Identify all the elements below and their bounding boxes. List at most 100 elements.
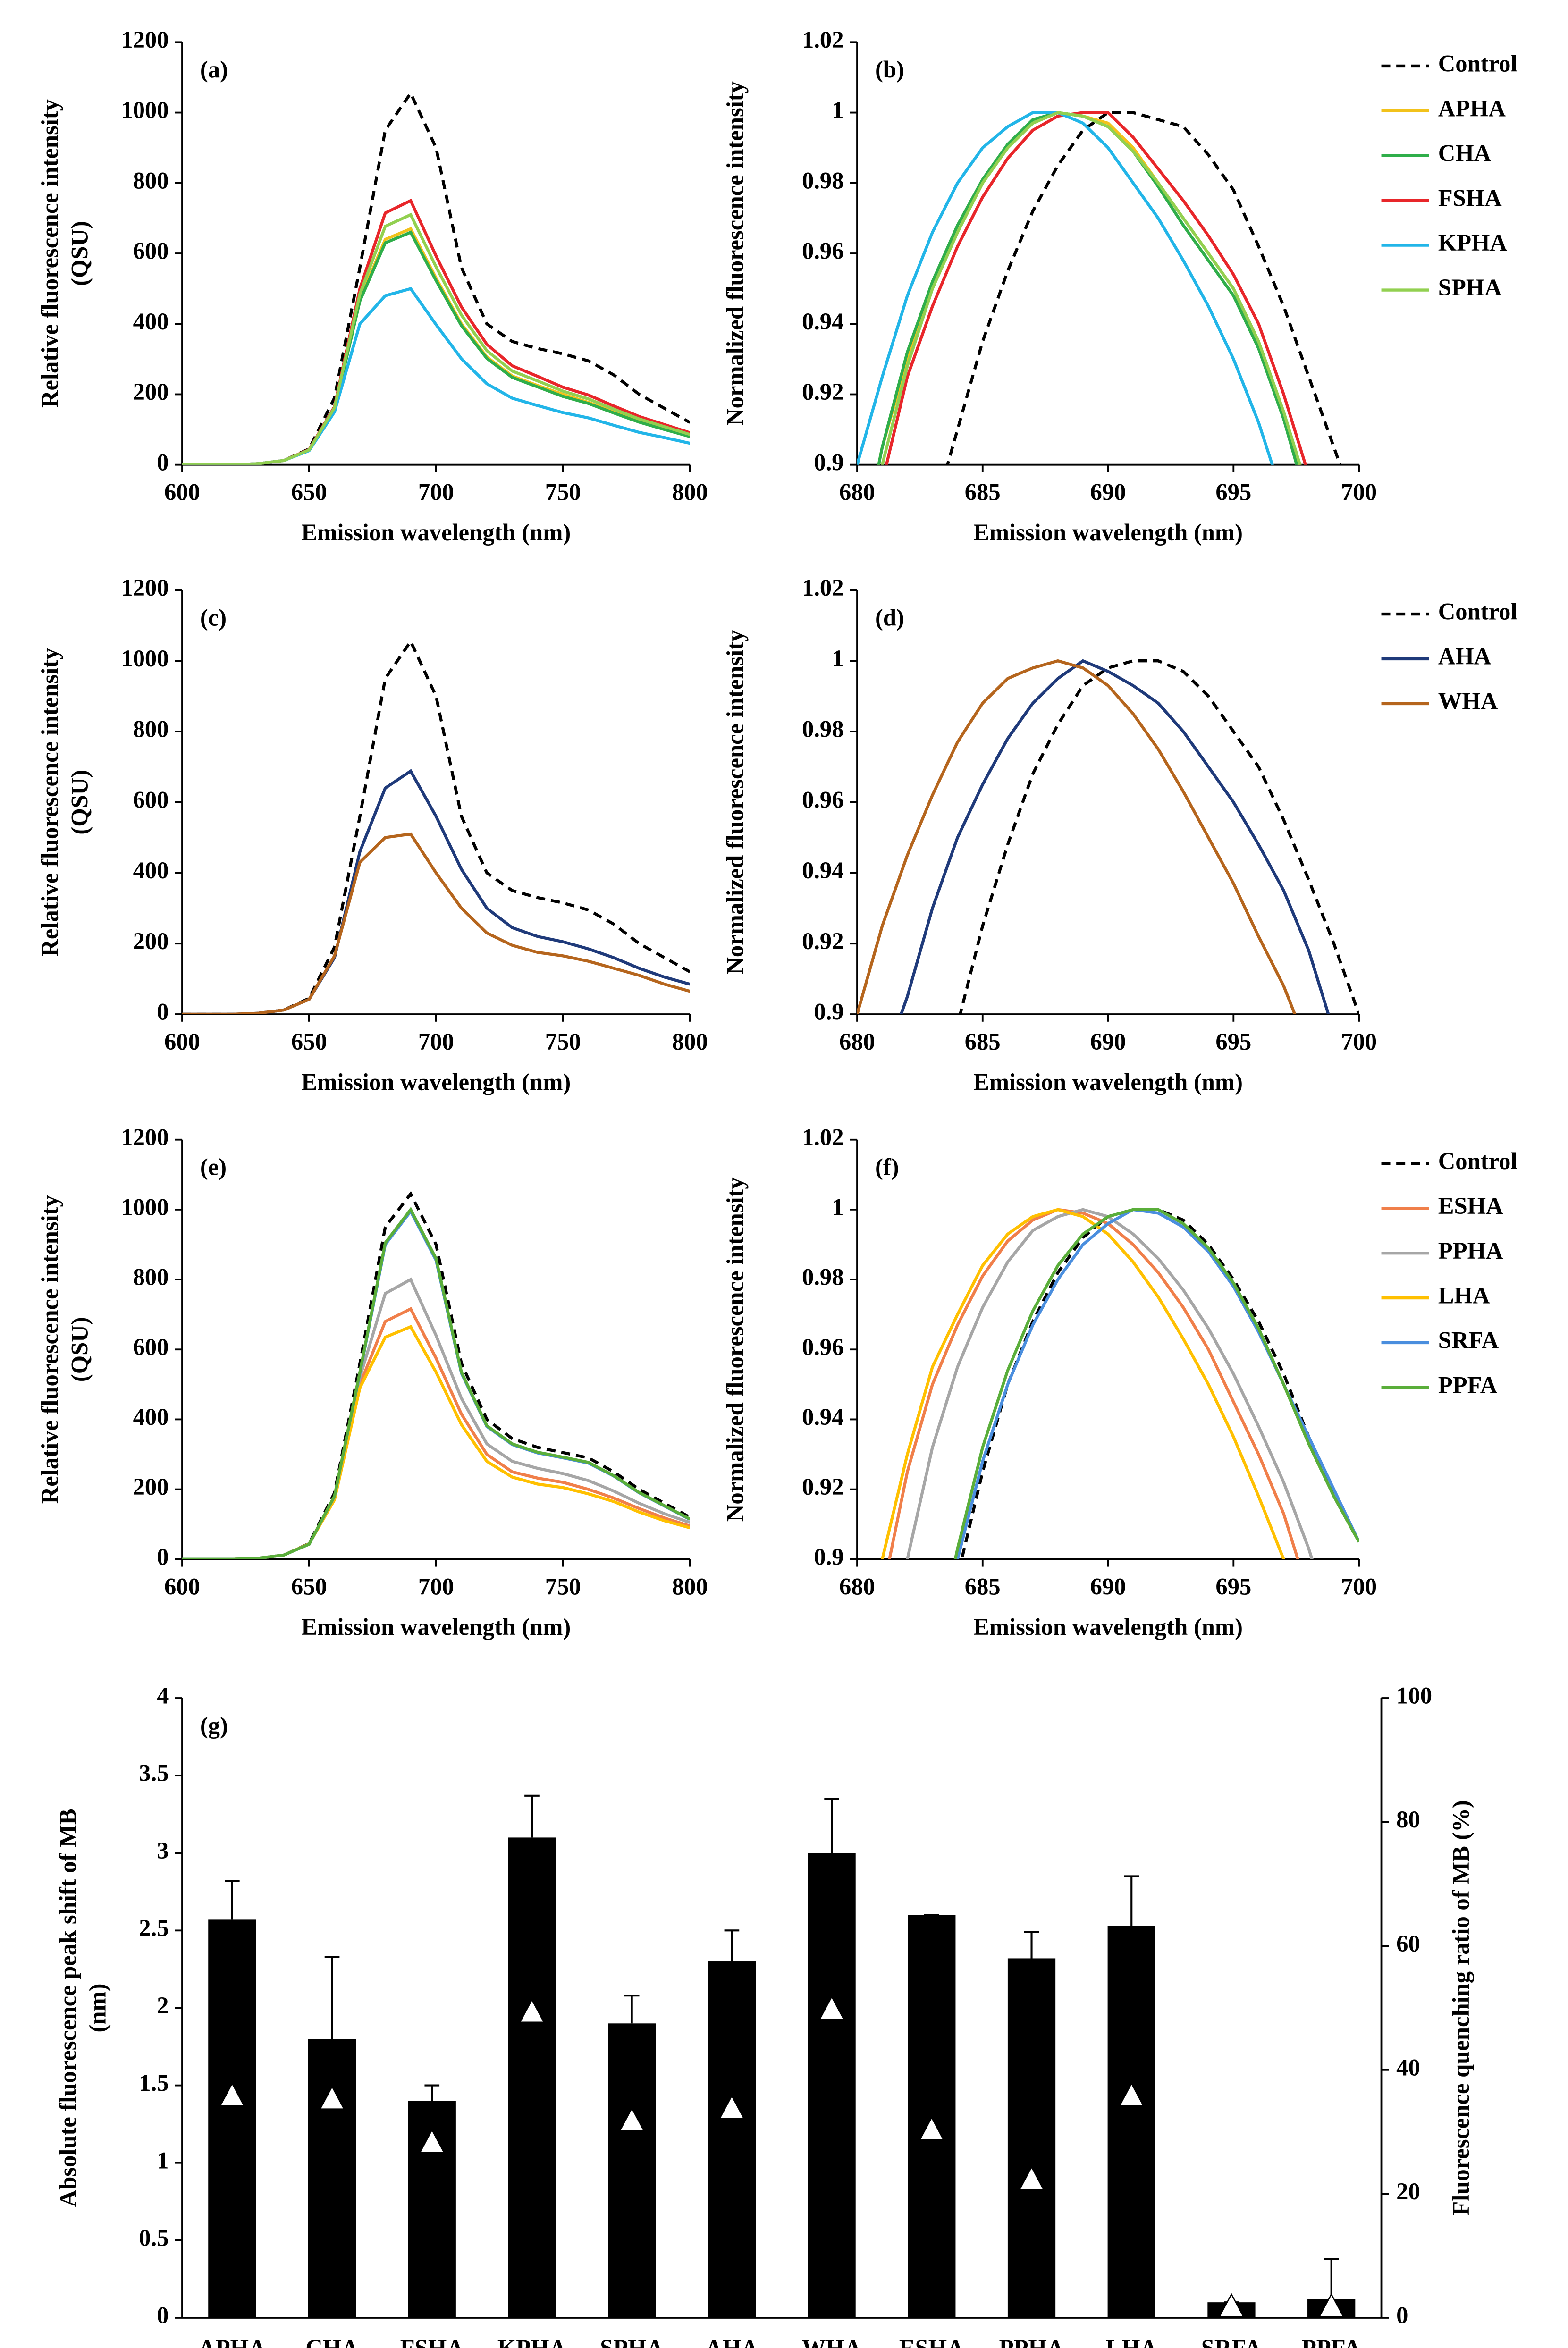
x-tick-label: 650 <box>291 1028 327 1055</box>
y-tick-label: 1 <box>832 97 843 123</box>
legend-label: Control <box>1438 1148 1517 1174</box>
series-line <box>885 111 1307 465</box>
y-tick-label: 400 <box>133 308 169 335</box>
legend-label: ESHA <box>1438 1193 1503 1219</box>
x-axis-label: Emission wavelength (nm) <box>973 1614 1243 1640</box>
error-bar <box>724 1929 740 1962</box>
x-tick-label: 695 <box>1215 1574 1251 1600</box>
error-bar <box>1324 2258 1339 2299</box>
y-tick-label: 0 <box>157 999 169 1025</box>
legend-label: SPHA <box>1438 274 1502 301</box>
y-tick-label: 0 <box>157 449 169 475</box>
y-tick-label: 0.92 <box>802 379 844 405</box>
y-tick-label: 1 <box>832 1194 843 1220</box>
x-tick-label: CHA <box>305 2335 359 2348</box>
y-axis-label: Normalized fluorescence intensity <box>722 1177 749 1522</box>
panel-label: (b) <box>875 56 904 83</box>
error-bar <box>524 1794 540 1838</box>
x-tick-label: 800 <box>672 479 708 505</box>
error-bar <box>624 1995 640 2024</box>
x-tick-label: 750 <box>545 1028 581 1055</box>
x-tick-label: SPHA <box>600 2335 664 2348</box>
y-tick-label: 0.9 <box>814 449 843 475</box>
x-tick-label: 690 <box>1090 1574 1126 1600</box>
triangle-marker <box>319 2085 345 2110</box>
y-tick-label: 0.9 <box>814 1543 843 1570</box>
x-tick-label: FSHA <box>400 2335 464 2348</box>
x-tick-label: 690 <box>1090 1028 1126 1055</box>
y-tick-label: 1200 <box>121 26 169 53</box>
y-tick-label: 0.98 <box>802 167 844 194</box>
x-tick-label: KPHA <box>497 2335 567 2348</box>
series-line <box>880 111 1302 465</box>
x-tick-label: 690 <box>1090 479 1126 505</box>
triangle-marker <box>519 1998 545 2023</box>
y2-tick-label: 0 <box>1396 2302 1408 2329</box>
error-bar <box>1124 1875 1139 1926</box>
x-axis-label: Emission wavelength (nm) <box>301 1069 571 1095</box>
y-axis-label: (QSU) <box>67 770 93 835</box>
x-tick-label: 685 <box>965 1028 1001 1055</box>
panel-label: (e) <box>200 1154 227 1180</box>
y-tick-label: 0.98 <box>802 716 844 742</box>
x-tick-label: 600 <box>164 479 200 505</box>
series-line <box>182 1207 690 1559</box>
y-tick-label: 0.94 <box>802 1404 844 1430</box>
x-tick-label: 700 <box>418 479 454 505</box>
triangle-marker <box>718 2095 745 2119</box>
series-line <box>899 659 1330 1014</box>
legend-label: PPHA <box>1438 1237 1503 1264</box>
series-line <box>888 1208 1299 1559</box>
legend-label: APHA <box>1438 95 1506 121</box>
panel: 0.9 0.92 0.94 0.96 0.98 1 1.02 (f) Normalized fl… <box>722 1124 1517 1640</box>
y-tick-label: 3 <box>157 1837 169 1864</box>
y-tick-label: 1.02 <box>802 26 844 53</box>
triangle-marker <box>1318 2293 1345 2317</box>
x-tick-label: 695 <box>1215 1028 1251 1055</box>
y-tick-label: 1200 <box>121 1124 169 1150</box>
x-tick-label: 650 <box>291 479 327 505</box>
triangle-marker <box>919 2116 945 2141</box>
y-axis-label: (QSU) <box>67 221 93 286</box>
y-axis-label: Relative fluorescence intensity <box>36 1195 63 1504</box>
series-line <box>182 1191 690 1559</box>
error-bar <box>824 1798 839 1853</box>
panel: 0.9 0.92 0.94 0.96 0.98 1 1.02 (d) Normalized fl… <box>722 574 1517 1095</box>
x-tick-label: PPFA <box>1302 2335 1361 2348</box>
y-axis-label: Relative fluorescence intensity <box>36 99 63 408</box>
y-tick-label: 0.94 <box>802 857 844 884</box>
legend-label: KPHA <box>1438 229 1508 256</box>
legend-label: CHA <box>1438 140 1492 166</box>
y-tick-label: 0 <box>157 1543 169 1570</box>
panel-label: (c) <box>200 604 227 631</box>
x-axis-label: Emission wavelength (nm) <box>301 1614 571 1640</box>
x-tick-label: 685 <box>965 479 1001 505</box>
legend-label: LHA <box>1438 1282 1490 1309</box>
y-tick-label: 1.02 <box>802 1124 844 1150</box>
y-tick-label: 200 <box>133 928 169 954</box>
y-tick-label: 0.5 <box>139 2224 169 2251</box>
legend-label: WHA <box>1438 688 1498 715</box>
y-tick-label: 600 <box>133 786 169 813</box>
y-tick-label: 0.94 <box>802 308 844 335</box>
triangle-marker <box>1019 2166 1045 2190</box>
x-tick-label: 800 <box>672 1028 708 1055</box>
triangle-marker <box>219 2082 245 2107</box>
series-line <box>857 111 1274 465</box>
y-tick-label: 200 <box>133 379 169 405</box>
series-line <box>182 832 690 1014</box>
triangle-marker <box>619 2107 645 2131</box>
y2-tick-label: 20 <box>1396 2178 1420 2205</box>
legend-label: Control <box>1438 598 1517 625</box>
series-line <box>906 1208 1314 1559</box>
x-axis-label: Emission wavelength (nm) <box>973 519 1243 546</box>
y-tick-label: 0.96 <box>802 786 844 813</box>
y-tick-label: 800 <box>133 716 169 742</box>
legend-label: PPFA <box>1438 1372 1498 1398</box>
series-line <box>857 659 1297 1014</box>
x-tick-label: 700 <box>1341 1028 1377 1055</box>
y-tick-label: 1 <box>832 645 843 672</box>
y-tick-label: 600 <box>133 238 169 264</box>
y-tick-label: 3.5 <box>139 1760 169 1786</box>
x-axis-label: Emission wavelength (nm) <box>973 1069 1243 1095</box>
